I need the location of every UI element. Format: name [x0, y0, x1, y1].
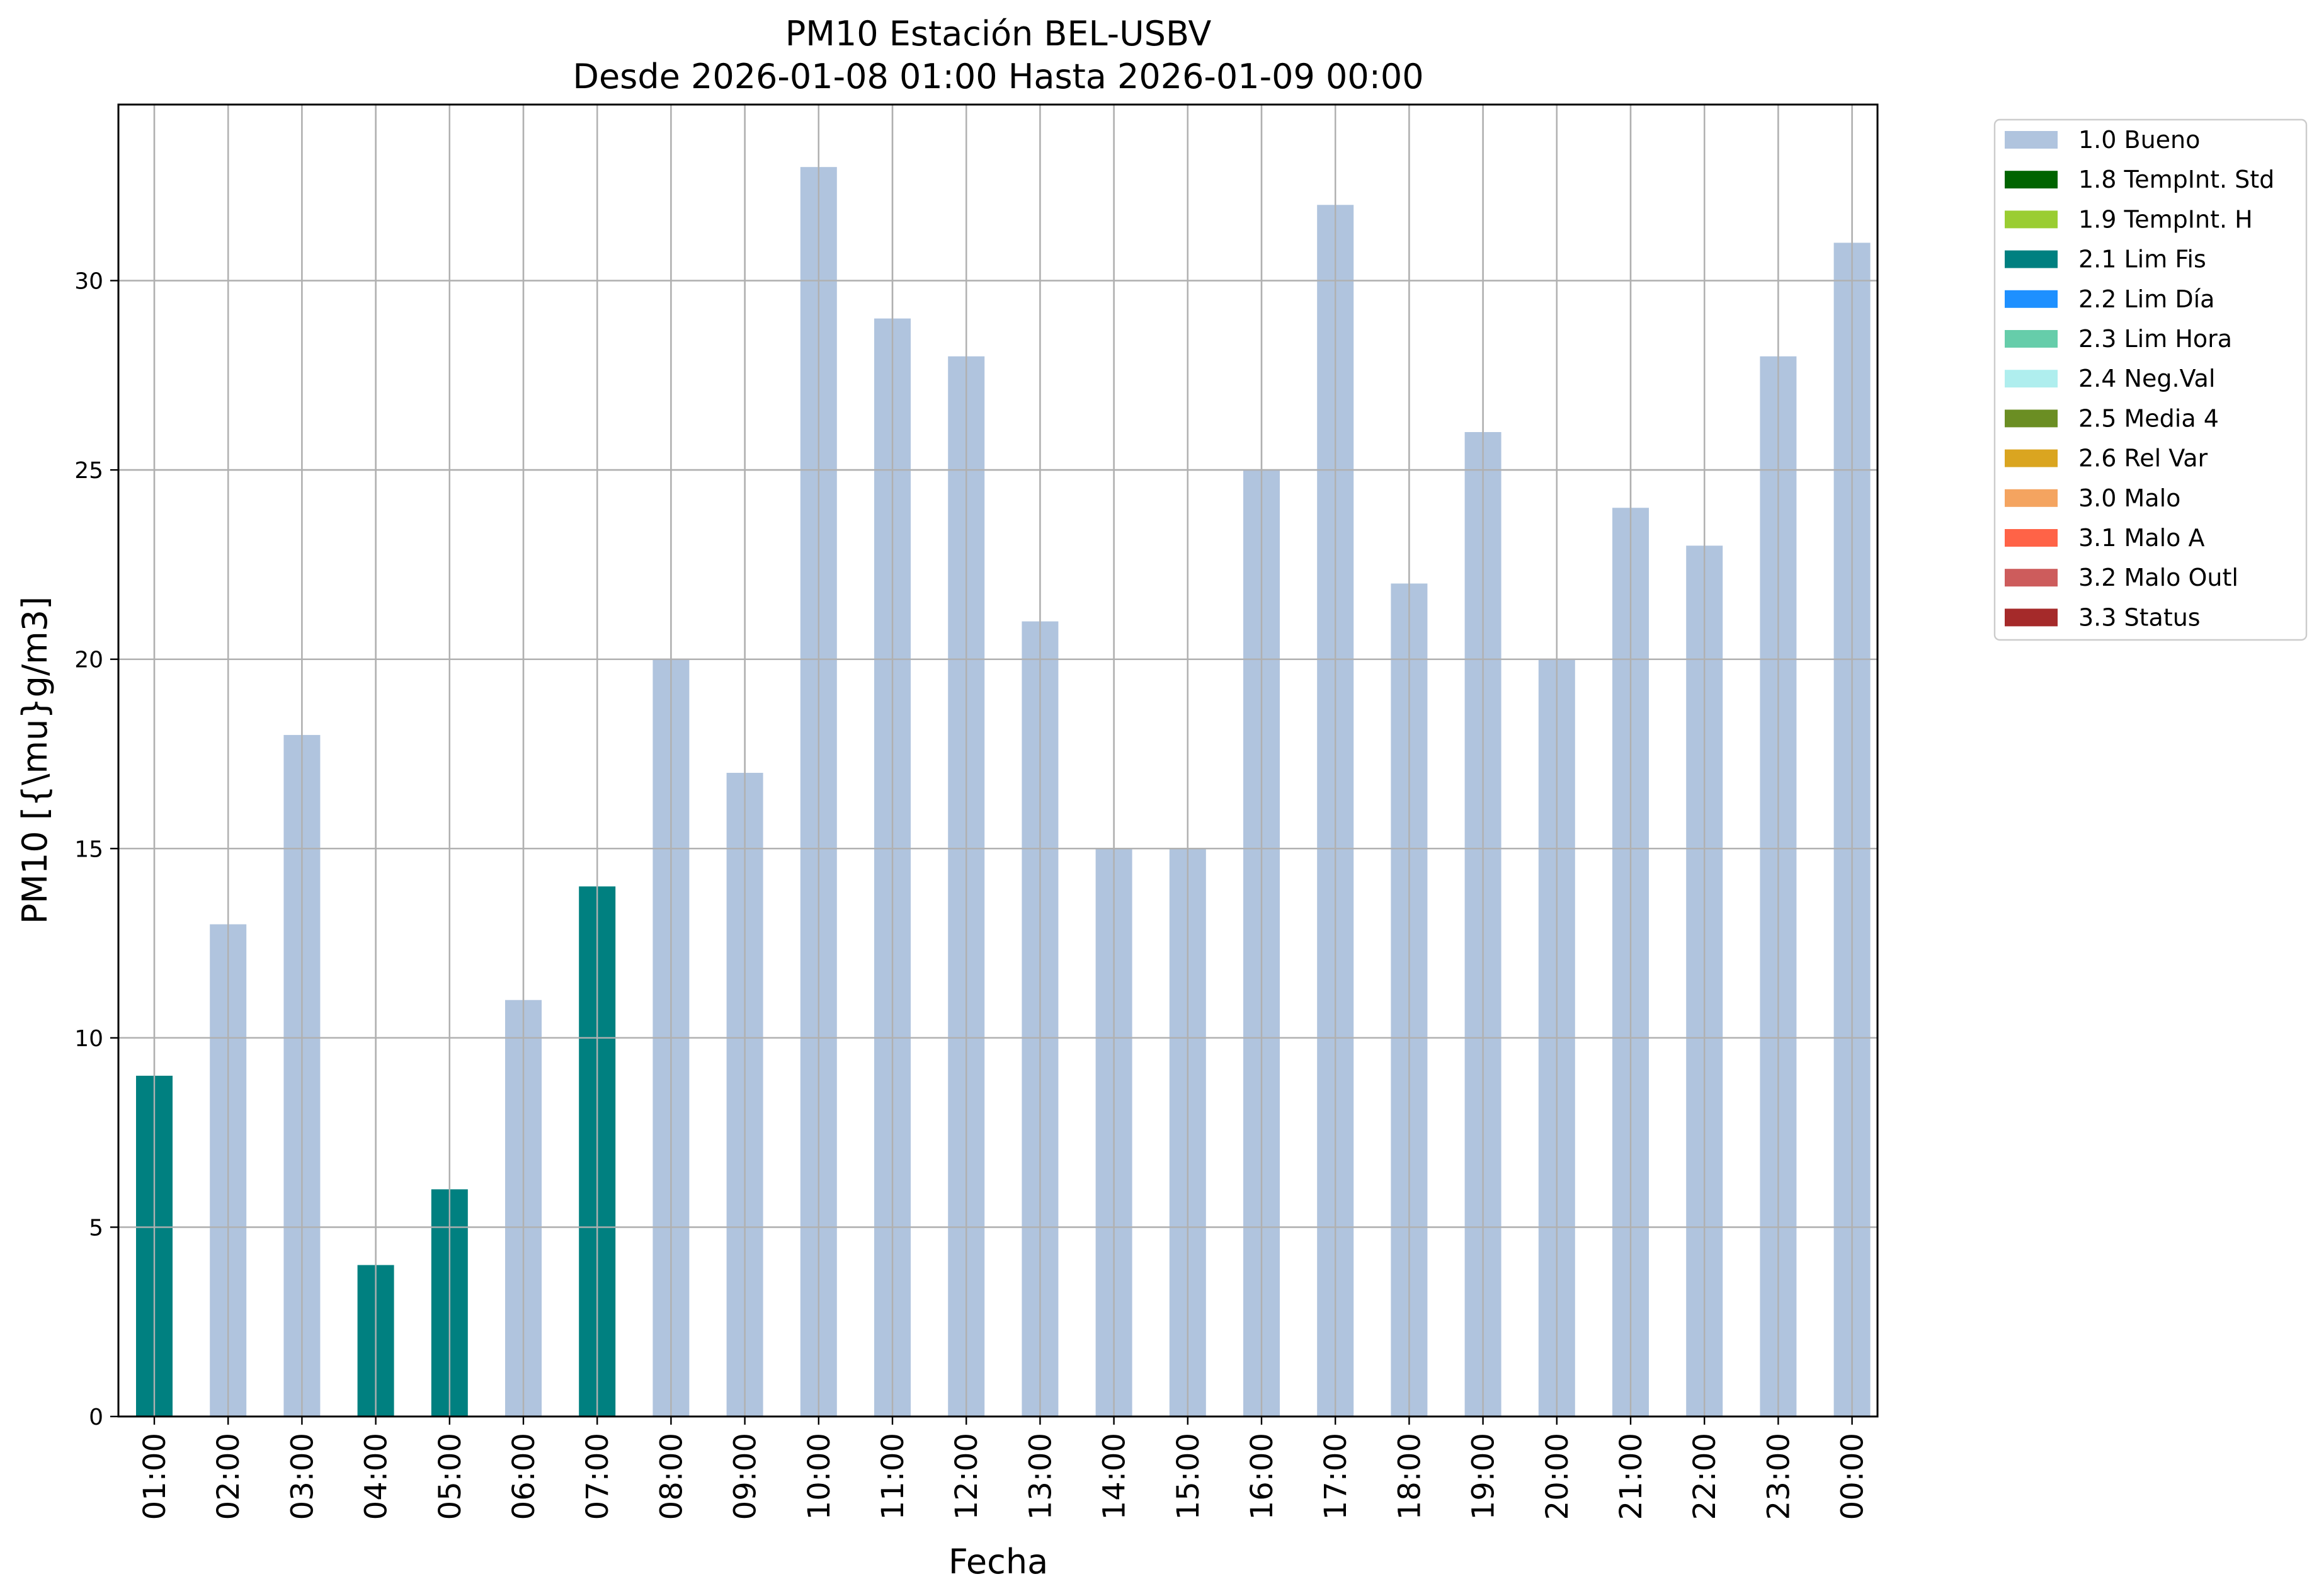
legend-label-10: 3.1 Malo A — [2078, 524, 2204, 552]
x-tick-label-15: 16:00 — [1245, 1433, 1280, 1520]
legend-label-7: 2.5 Media 4 — [2078, 404, 2219, 432]
y-tick-label-3: 15 — [74, 836, 103, 862]
y-tick-label-4: 20 — [74, 647, 103, 673]
plot-frame — [117, 103, 1879, 1418]
y-tick-label-5: 25 — [74, 458, 103, 484]
x-tick-label-4: 05:00 — [433, 1433, 468, 1520]
x-tick-label-10: 11:00 — [875, 1433, 911, 1520]
x-tick-label-21: 22:00 — [1687, 1433, 1723, 1520]
y-tick-label-0: 0 — [89, 1405, 103, 1430]
x-tick-label-1: 02:00 — [211, 1433, 246, 1520]
y-axis-ticks: 0 5 10 15 20 25 30 — [74, 269, 118, 1430]
legend-swatch-8 — [2005, 449, 2058, 467]
legend-swatch-5 — [2005, 330, 2058, 348]
x-tick-label-8: 09:00 — [728, 1433, 763, 1520]
x-tick-label-23: 00:00 — [1835, 1433, 1871, 1520]
legend-label-4: 2.2 Lim Día — [2078, 285, 2214, 313]
x-tick-label-17: 18:00 — [1392, 1433, 1427, 1520]
x-tick-label-22: 23:00 — [1761, 1433, 1796, 1520]
legend-label-11: 3.2 Malo Outl — [2078, 564, 2238, 591]
x-tick-label-6: 07:00 — [580, 1433, 615, 1520]
x-tick-label-2: 03:00 — [285, 1433, 320, 1520]
legend-swatch-2 — [2005, 210, 2058, 229]
legend-swatch-10 — [2005, 529, 2058, 547]
legend-swatch-3 — [2005, 250, 2058, 268]
x-axis-label: Fecha — [949, 1542, 1048, 1582]
x-tick-label-19: 20:00 — [1540, 1433, 1575, 1520]
legend-label-0: 1.0 Bueno — [2078, 126, 2200, 154]
legend-swatch-0 — [2005, 131, 2058, 149]
legend-swatch-6 — [2005, 370, 2058, 388]
x-tick-label-11: 12:00 — [949, 1433, 984, 1520]
y-tick-label-2: 10 — [74, 1026, 103, 1052]
x-tick-label-16: 17:00 — [1318, 1433, 1353, 1520]
legend-swatch-1 — [2005, 171, 2058, 189]
bars — [118, 105, 1877, 1418]
legend: 1.0 Bueno 1.8 TempInt. Std 1.9 TempInt. H 2… — [1993, 118, 2308, 641]
legend-swatch-11 — [2005, 569, 2058, 587]
x-tick-label-7: 08:00 — [654, 1433, 689, 1520]
x-tick-label-18: 19:00 — [1466, 1433, 1501, 1520]
x-axis-ticks: 01:00 02:00 03:00 04:00 05:00 06:00 07:00 08:00… — [137, 1416, 1871, 1520]
legend-label-6: 2.4 Neg.Val — [2078, 365, 2215, 392]
x-tick-label-14: 15:00 — [1171, 1433, 1206, 1520]
legend-swatch-4 — [2005, 290, 2058, 308]
legend-label-9: 3.0 Malo — [2078, 484, 2180, 512]
x-tick-label-13: 14:00 — [1097, 1433, 1132, 1520]
chart-title: PM10 Estación BEL-USBV — [785, 14, 1212, 54]
x-tick-label-12: 13:00 — [1023, 1433, 1058, 1520]
y-tick-label-6: 30 — [74, 269, 103, 295]
legend-label-5: 2.3 Lim Hora — [2078, 325, 2232, 353]
x-tick-label-9: 10:00 — [802, 1433, 837, 1520]
chart-subtitle: Desde 2026-01-08 01:00 Hasta 2026-01-09 … — [573, 57, 1423, 96]
legend-label-12: 3.3 Status — [2078, 603, 2201, 631]
x-tick-label-3: 04:00 — [359, 1433, 394, 1520]
x-tick-label-5: 06:00 — [506, 1433, 542, 1520]
legend-swatch-12 — [2005, 608, 2058, 627]
y-tick-label-1: 5 — [89, 1215, 103, 1241]
legend-label-3: 2.1 Lim Fis — [2078, 246, 2206, 273]
legend-label-8: 2.6 Rel Var — [2078, 445, 2208, 472]
x-tick-label-20: 21:00 — [1614, 1433, 1649, 1520]
x-tick-label-0: 01:00 — [137, 1433, 173, 1520]
legend-swatch-9 — [2005, 489, 2058, 507]
legend-label-2: 1.9 TempInt. H — [2078, 205, 2253, 233]
legend-label-1: 1.8 TempInt. Std — [2078, 166, 2274, 193]
y-axis-label: PM10 [{\mu}g/m3] — [15, 596, 55, 924]
legend-swatch-7 — [2005, 409, 2058, 428]
legend-frame — [1993, 118, 2308, 641]
